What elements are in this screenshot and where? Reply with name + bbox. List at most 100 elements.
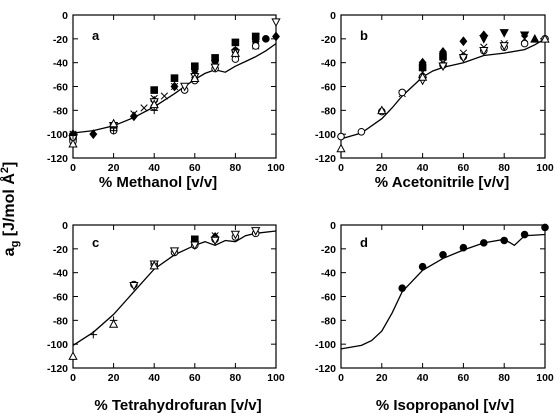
data-point [149,99,159,109]
data-point [231,38,240,47]
data-point [541,223,549,232]
data-point [190,241,200,251]
x-tick-label: 20 [376,162,388,174]
data-point [458,54,469,63]
panel-label-c: c [92,235,99,250]
y-label-superscript: 2 [0,167,11,173]
data-point [109,126,118,135]
y-tick-label: -40 [53,58,68,70]
data-point [230,48,241,57]
data-point [68,138,78,148]
y-tick-label: -60 [53,292,68,304]
x-tick-label: 60 [189,162,201,174]
data-point [272,31,280,42]
y-tick-label: -100 [315,339,336,351]
x-tick-label: 60 [458,372,470,384]
data-point [180,82,190,92]
x-tick-label: 60 [458,162,470,174]
data-series-triangle-open [68,260,159,360]
data-point [480,239,488,247]
data-point [336,143,346,153]
data-series-triangle-down-filled [479,29,530,44]
model-curve-a [72,43,277,134]
x-axis-label-a: % Methanol [v/v] [99,174,217,191]
y-tick-label: -40 [53,268,68,280]
plot-frame-c [72,224,277,369]
y-tick-label: -80 [53,315,68,327]
x-axis-label-b: % Acetonitrile [v/v] [375,174,509,191]
data-point [479,35,489,44]
y-tick-label: -20 [53,34,68,46]
data-point [337,132,345,141]
x-tick-label: 80 [230,372,242,384]
model-curve-d [340,233,546,350]
x-tick-label: 100 [536,162,554,174]
y-tick-label: -60 [53,82,68,94]
data-point [251,227,261,236]
x-tick-label: 0 [338,372,344,384]
x-tick-label: 40 [148,372,160,384]
data-point [89,330,98,339]
x-tick-label: 20 [108,372,120,384]
data-point [479,46,489,56]
y-tick-label: -120 [315,363,336,375]
data-point [210,236,220,246]
data-point [108,319,119,328]
y-label-close: ] [1,162,18,167]
data-point [68,351,78,360]
x-tick-label: 100 [267,162,285,174]
data-series-triangle-filled [530,33,540,43]
x-tick-label: 100 [267,372,285,384]
data-point [357,127,366,136]
data-point [271,18,281,28]
x-axis-label-c: % Tetrahydrofuran [v/v] [94,397,261,414]
data-point [438,62,448,72]
data-point [170,82,179,91]
data-series-circle-filled [191,35,270,73]
y-tick-label: -100 [47,339,68,351]
data-point [89,130,98,138]
model-curve-b [340,38,546,140]
data-point [439,250,447,259]
data-point [520,230,529,239]
data-series-plus [69,106,158,140]
y-tick-label: 0 [62,220,68,232]
panel-label-a: a [92,28,100,43]
data-series-triangle-down-open [417,42,509,86]
data-point [417,72,428,81]
y-tick-label: -60 [321,82,336,94]
data-point [418,57,427,68]
panel-b: b % Acetonitrile [v/v] 0 20 40 60 80 100 -120 -… [315,10,554,191]
data-point [210,63,220,73]
x-tick-label: 40 [417,372,429,384]
y-tick-label: 0 [330,220,336,232]
data-point [191,64,199,73]
data-point [500,236,509,245]
x-tick-label: 40 [148,162,160,174]
y-tick-label: -120 [47,153,68,165]
y-tick-label: -100 [315,129,336,141]
y-tick-label: -80 [321,315,336,327]
y-label-subscript: g [9,241,21,248]
x-tick-label: 20 [108,162,120,174]
data-point [150,86,158,94]
y-tick-label: -80 [53,105,68,117]
x-tick-label: 0 [338,162,344,174]
y-tick-label: 0 [62,10,68,22]
model-curve-c [72,230,277,346]
data-point [160,92,169,100]
plot-frame-d [340,224,546,369]
data-point [398,88,407,97]
data-point [130,110,138,118]
data-point [129,281,139,291]
data-series-square-filled [69,32,260,141]
panel-c: c % Tetrahydrofuran [v/v] 0 20 40 60 80 100 -1… [47,220,285,414]
y-label-symbol: a [1,247,18,256]
x-tick-label: 20 [376,372,388,384]
panel-d: d % Isopropanol [v/v] 0 20 40 60 80 100 -120 -1… [315,220,554,414]
data-point [398,284,407,292]
data-point [211,56,219,65]
panel-label-b: b [360,28,368,43]
panel-a: a % Methanol [v/v] 0 20 40 60 80 100 -120 -100 -… [47,10,285,191]
